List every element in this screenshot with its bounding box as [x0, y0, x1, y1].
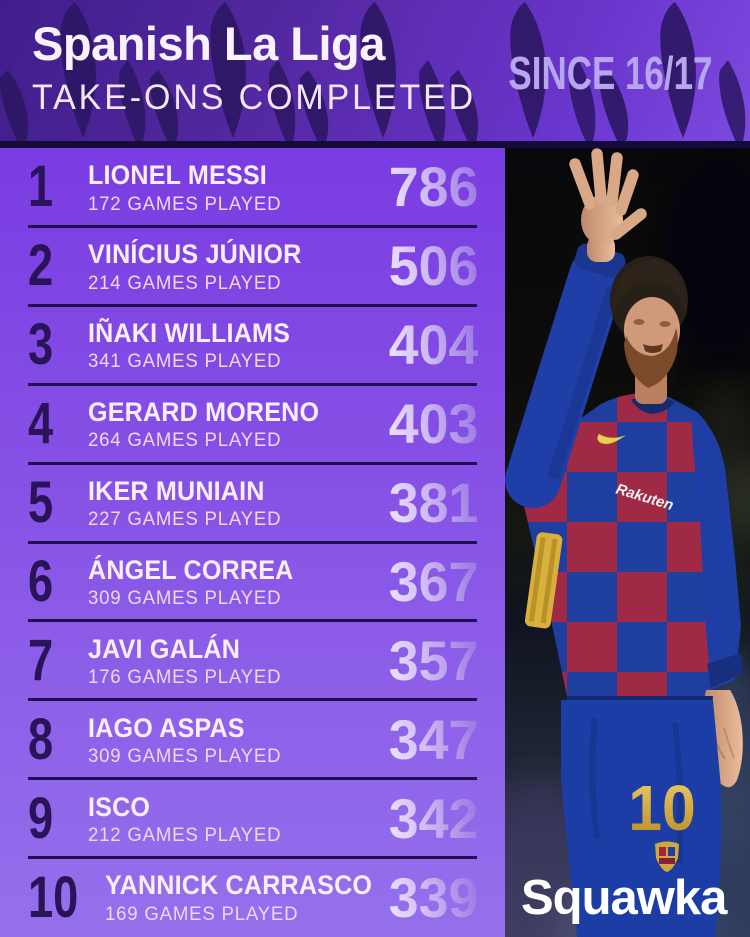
player-head — [610, 256, 688, 404]
jersey-number-text: 10 — [628, 773, 696, 845]
rank-number: 3 — [28, 312, 54, 378]
raised-hand — [569, 148, 647, 262]
take-ons-value: 403 — [383, 396, 478, 452]
games-played: 227 GAMES PLAYED — [88, 509, 282, 531]
player-name: IKER MUNIAIN — [88, 475, 265, 506]
rank-number: 5 — [28, 470, 54, 536]
page-subtitle: TAKE-ONS COMPLETED — [32, 78, 477, 117]
ranking-row: 7 JAVI GALÁN 176 GAMES PLAYED 357 — [0, 621, 505, 702]
messi-photo-illustration: Rakuten 10 — [505, 148, 750, 937]
games-played: 341 GAMES PLAYED — [88, 351, 282, 373]
jersey-torso — [521, 393, 727, 696]
ranking-list: 1 LIONEL MESSI 172 GAMES PLAYED 786 2 VI… — [0, 148, 505, 937]
ranking-row: 8 IAGO ASPAS 309 GAMES PLAYED 347 — [0, 700, 505, 781]
player-name: LIONEL MESSI — [88, 160, 267, 191]
games-played: 172 GAMES PLAYED — [88, 193, 282, 215]
ranking-row: 4 GERARD MORENO 264 GAMES PLAYED 403 — [0, 385, 505, 465]
player-name: GERARD MORENO — [88, 397, 320, 427]
player-info: IKER MUNIAIN 227 GAMES PLAYED — [88, 475, 379, 531]
take-ons-value: 347 — [383, 711, 478, 768]
games-played: 176 GAMES PLAYED — [88, 667, 282, 689]
player-name: JAVI GALÁN — [88, 633, 241, 664]
ranking-row: 1 LIONEL MESSI 172 GAMES PLAYED 786 — [0, 148, 505, 228]
take-ons-value: 339 — [383, 869, 478, 926]
games-played: 169 GAMES PLAYED — [104, 903, 298, 925]
player-name: VINÍCIUS JÚNIOR — [88, 239, 302, 270]
player-name: ÁNGEL CORREA — [88, 554, 294, 585]
player-name: YANNICK CARRASCO — [104, 870, 372, 901]
club-crest-icon — [655, 841, 679, 872]
ranking-row: 6 ÁNGEL CORREA 309 GAMES PLAYED 367 — [0, 543, 505, 623]
take-ons-value: 404 — [383, 317, 478, 373]
page-title: Spanish La Liga — [32, 17, 385, 70]
rank-number: 6 — [28, 548, 54, 614]
take-ons-value: 367 — [383, 553, 478, 610]
take-ons-value: 506 — [383, 238, 478, 294]
player-info: ISCO 212 GAMES PLAYED — [88, 791, 379, 846]
take-ons-value: 786 — [383, 159, 478, 215]
rank-number: 9 — [28, 785, 54, 851]
flame-pattern-background — [0, 0, 750, 148]
player-name: IÑAKI WILLIAMS — [88, 318, 291, 349]
player-info: GERARD MORENO 264 GAMES PLAYED — [88, 397, 379, 452]
player-info: YANNICK CARRASCO 169 GAMES PLAYED — [104, 870, 379, 925]
games-played: 309 GAMES PLAYED — [88, 745, 282, 767]
nike-swoosh-icon — [597, 434, 626, 444]
ranking-row: 9 ISCO 212 GAMES PLAYED 342 — [0, 779, 505, 860]
ranking-row: 2 VINÍCIUS JÚNIOR 214 GAMES PLAYED 506 — [0, 227, 505, 307]
games-played: 214 GAMES PLAYED — [88, 272, 282, 294]
take-ons-value: 357 — [383, 632, 478, 689]
player-name: ISCO — [88, 791, 151, 822]
player-name: IAGO ASPAS — [88, 712, 245, 743]
player-info: ÁNGEL CORREA 309 GAMES PLAYED — [88, 554, 379, 610]
player-photo: Rakuten 10 — [505, 148, 750, 937]
rank-number: 7 — [28, 627, 54, 693]
ranking-row: 3 IÑAKI WILLIAMS 341 GAMES PLAYED 404 — [0, 306, 505, 386]
games-played: 264 GAMES PLAYED — [88, 430, 282, 452]
take-ons-value: 342 — [383, 790, 478, 847]
rank-number: 8 — [28, 706, 54, 772]
ranking-row: 10 YANNICK CARRASCO 169 GAMES PLAYED 339 — [0, 858, 505, 937]
since-badge: SINCE 16/17 — [507, 47, 712, 99]
squawka-logo: Squawka — [521, 871, 727, 925]
take-ons-value: 381 — [383, 475, 478, 531]
games-played: 309 GAMES PLAYED — [88, 588, 282, 610]
rank-number: 2 — [28, 233, 54, 299]
player-info: JAVI GALÁN 176 GAMES PLAYED — [88, 633, 379, 689]
player-info: LIONEL MESSI 172 GAMES PLAYED — [88, 160, 379, 215]
player-info: VINÍCIUS JÚNIOR 214 GAMES PLAYED — [88, 239, 379, 294]
ranking-row: 5 IKER MUNIAIN 227 GAMES PLAYED 381 — [0, 464, 505, 544]
player-info: IAGO ASPAS 309 GAMES PLAYED — [88, 712, 379, 767]
rank-number: 4 — [28, 391, 54, 457]
rank-number: 1 — [28, 154, 54, 220]
games-played: 212 GAMES PLAYED — [88, 824, 282, 846]
player-info: IÑAKI WILLIAMS 341 GAMES PLAYED — [88, 318, 379, 373]
header: Spanish La Liga TAKE-ONS COMPLETED SINCE… — [0, 0, 750, 148]
rank-number: 10 — [28, 864, 79, 930]
